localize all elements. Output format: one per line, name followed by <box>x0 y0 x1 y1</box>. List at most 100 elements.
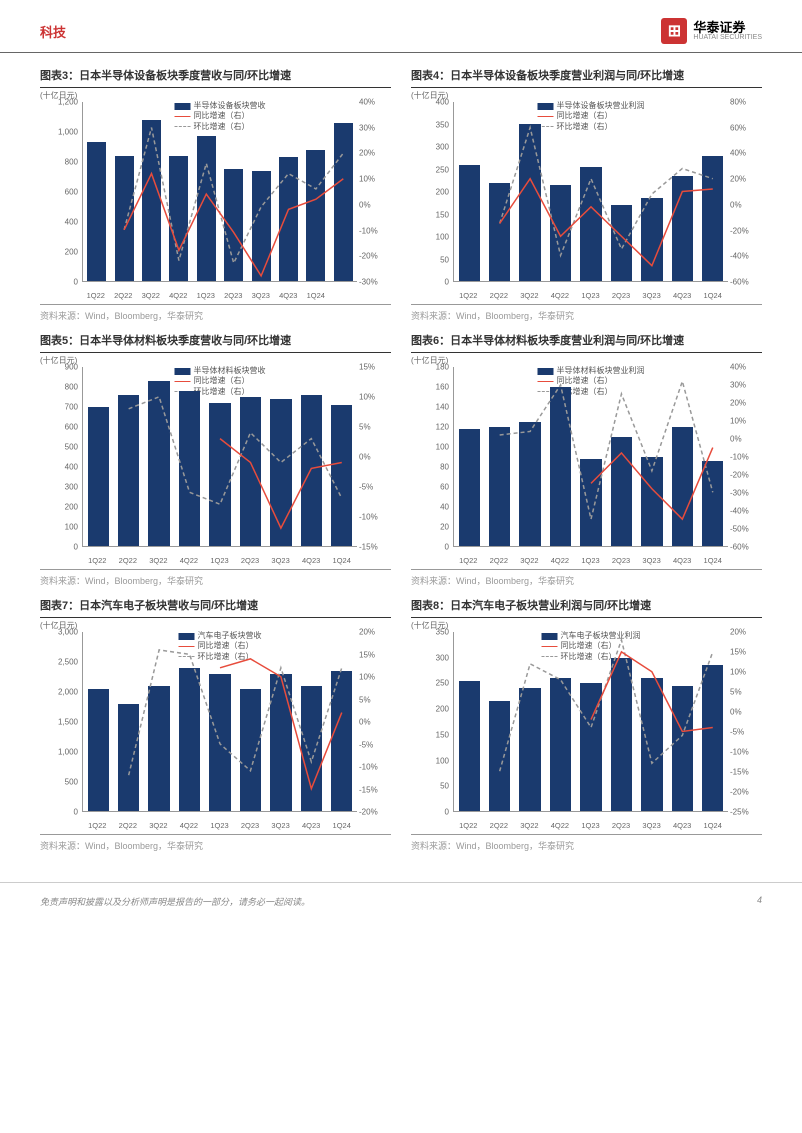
source-label: 资料来源：Wind，Bloomberg，华泰研究 <box>40 839 391 852</box>
disclaimer: 免责声明和披露以及分析师声明是报告的一部分，请务必一起阅读。 <box>40 895 310 908</box>
line-overlay <box>454 632 728 811</box>
y1-tick: 80 <box>411 463 449 472</box>
y1-tick: 1,000 <box>40 128 78 137</box>
y2-tick: -30% <box>359 278 391 287</box>
y1-tick: 120 <box>411 423 449 432</box>
chart: (十亿日元)020406080100120140160180-60%-50%-4… <box>411 359 762 570</box>
y1-tick: 20 <box>411 523 449 532</box>
x-tick: 1Q23 <box>197 291 215 300</box>
y1-tick: 200 <box>411 188 449 197</box>
brand-cn: 华泰证券 <box>693 21 762 34</box>
y2-tick: -15% <box>359 785 391 794</box>
y2-tick: -10% <box>359 513 391 522</box>
y2-tick: 10% <box>359 393 391 402</box>
y1-tick: 600 <box>40 423 78 432</box>
y2-tick: 15% <box>359 363 391 372</box>
x-tick: 1Q22 <box>88 821 106 830</box>
y1-tick: 500 <box>40 778 78 787</box>
section-label: 科技 <box>40 22 66 41</box>
y1-tick: 160 <box>411 383 449 392</box>
y2-tick: 10% <box>730 417 762 426</box>
x-tick: 3Q22 <box>142 291 160 300</box>
y2-tick: 30% <box>730 381 762 390</box>
y2-tick: 20% <box>359 628 391 637</box>
y1-tick: 60 <box>411 483 449 492</box>
y2-tick: -10% <box>730 748 762 757</box>
y1-tick: 1,200 <box>40 98 78 107</box>
x-tick: 3Q23 <box>642 556 660 565</box>
chart-title: 图表5：日本半导体材料板块季度营收与同/环比增速 <box>40 330 391 353</box>
y2-tick: 10% <box>730 668 762 677</box>
y2-tick: -5% <box>359 740 391 749</box>
y2-tick: 5% <box>730 688 762 697</box>
x-tick: 1Q22 <box>88 556 106 565</box>
y2-tick: -20% <box>730 226 762 235</box>
y1-tick: 200 <box>40 248 78 257</box>
y2-tick: 15% <box>359 650 391 659</box>
plot-area: 半导体设备板块营业利润同比增速（右）环比增速（右） <box>453 102 728 282</box>
y2-tick: 0% <box>730 435 762 444</box>
y2-tick: 5% <box>359 423 391 432</box>
x-tick: 1Q22 <box>459 556 477 565</box>
source-label: 资料来源：Wind，Bloomberg，华泰研究 <box>40 574 391 587</box>
x-tick: 3Q23 <box>252 291 270 300</box>
y1-tick: 100 <box>40 523 78 532</box>
chart: (十亿日元)05001,0001,5002,0002,5003,000-20%-… <box>40 624 391 835</box>
y1-tick: 0 <box>40 808 78 817</box>
x-tick: 1Q24 <box>333 821 351 830</box>
y1-tick: 350 <box>411 120 449 129</box>
y2-tick: 80% <box>730 98 762 107</box>
y1-tick: 200 <box>40 503 78 512</box>
y2-tick: -60% <box>730 543 762 552</box>
y1-tick: 0 <box>411 808 449 817</box>
x-tick: 4Q23 <box>673 821 691 830</box>
y1-tick: 0 <box>40 543 78 552</box>
y1-tick: 100 <box>411 756 449 765</box>
page-header: 科技 ⊞ 华泰证券 HUATAI SECURITIES <box>0 0 802 53</box>
line-overlay <box>83 632 357 811</box>
y2-tick: 60% <box>730 123 762 132</box>
line-overlay <box>83 367 357 546</box>
y2-tick: -5% <box>730 728 762 737</box>
x-tick: 1Q24 <box>307 291 325 300</box>
x-tick: 3Q23 <box>642 821 660 830</box>
y1-tick: 2,500 <box>40 658 78 667</box>
y2-tick: -10% <box>730 453 762 462</box>
y1-tick: 300 <box>411 653 449 662</box>
x-tick: 4Q22 <box>180 556 198 565</box>
y1-tick: 200 <box>411 705 449 714</box>
x-tick: 2Q22 <box>119 556 137 565</box>
y2-tick: 20% <box>730 175 762 184</box>
x-tick: 2Q22 <box>490 821 508 830</box>
x-tick: 1Q22 <box>459 291 477 300</box>
x-tick: 4Q22 <box>551 556 569 565</box>
x-tick: 4Q23 <box>302 821 320 830</box>
chart: (十亿日元)050100150200250300350400-60%-40%-2… <box>411 94 762 305</box>
y1-tick: 700 <box>40 403 78 412</box>
x-tick: 1Q22 <box>459 821 477 830</box>
x-tick: 2Q22 <box>490 291 508 300</box>
x-tick: 3Q23 <box>271 556 289 565</box>
x-tick: 1Q24 <box>704 821 722 830</box>
source-label: 资料来源：Wind，Bloomberg，华泰研究 <box>411 309 762 322</box>
y2-tick: 10% <box>359 673 391 682</box>
y1-tick: 100 <box>411 443 449 452</box>
x-tick: 1Q24 <box>704 291 722 300</box>
y2-tick: -30% <box>730 489 762 498</box>
content: 图表3：日本半导体设备板块季度营收与同/环比增速(十亿日元)0200400600… <box>0 53 802 872</box>
x-tick: 3Q23 <box>642 291 660 300</box>
x-tick: 2Q22 <box>114 291 132 300</box>
y1-tick: 1,500 <box>40 718 78 727</box>
chart: (十亿日元)050100150200250300350-25%-20%-15%-… <box>411 624 762 835</box>
x-tick: 1Q23 <box>581 291 599 300</box>
y1-tick: 180 <box>411 363 449 372</box>
brand: ⊞ 华泰证券 HUATAI SECURITIES <box>661 18 762 44</box>
y1-tick: 900 <box>40 363 78 372</box>
x-tick: 3Q22 <box>520 291 538 300</box>
chart-title: 图表7：日本汽车电子板块营收与同/环比增速 <box>40 595 391 618</box>
plot-area: 汽车电子板块营业利润同比增速（右）环比增速（右） <box>453 632 728 812</box>
y1-tick: 150 <box>411 730 449 739</box>
y2-tick: 5% <box>359 695 391 704</box>
x-tick: 1Q23 <box>210 821 228 830</box>
page-footer: 免责声明和披露以及分析师声明是报告的一部分，请务必一起阅读。 4 <box>0 882 802 920</box>
